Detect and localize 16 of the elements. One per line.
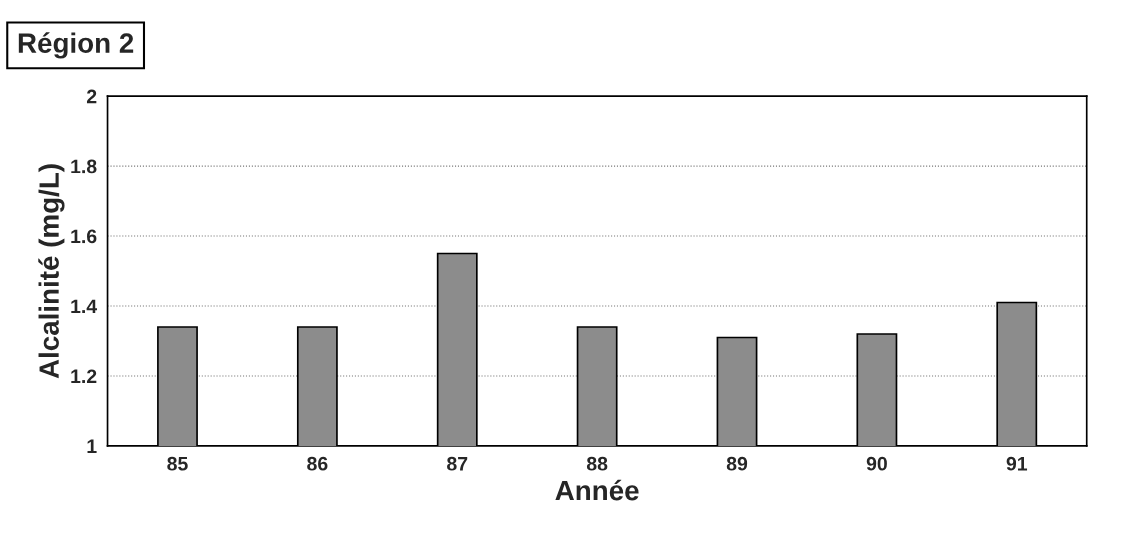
y-tick-label: 1.8 — [71, 159, 97, 174]
y-axis-title: Alcalinité (mg/L) — [38, 164, 65, 379]
x-tick-label: 89 — [726, 456, 748, 471]
x-tick-label: 87 — [447, 456, 468, 471]
y-tick-label: 1.6 — [71, 229, 97, 244]
x-tick-label: 88 — [586, 456, 608, 471]
x-tick-label: 85 — [167, 456, 188, 471]
x-axis-title: Année — [555, 479, 639, 501]
x-tick-label: 91 — [1006, 456, 1028, 471]
y-tick-label: 2 — [86, 89, 97, 104]
y-tick-label: 1 — [87, 439, 97, 453]
x-tick-label: 90 — [866, 456, 887, 471]
chart-title: Région 2 — [18, 32, 134, 59]
y-tick-label: 1.2 — [71, 369, 97, 383]
x-tick-label: 86 — [307, 456, 328, 471]
y-tick-label: 1.4 — [71, 299, 98, 314]
